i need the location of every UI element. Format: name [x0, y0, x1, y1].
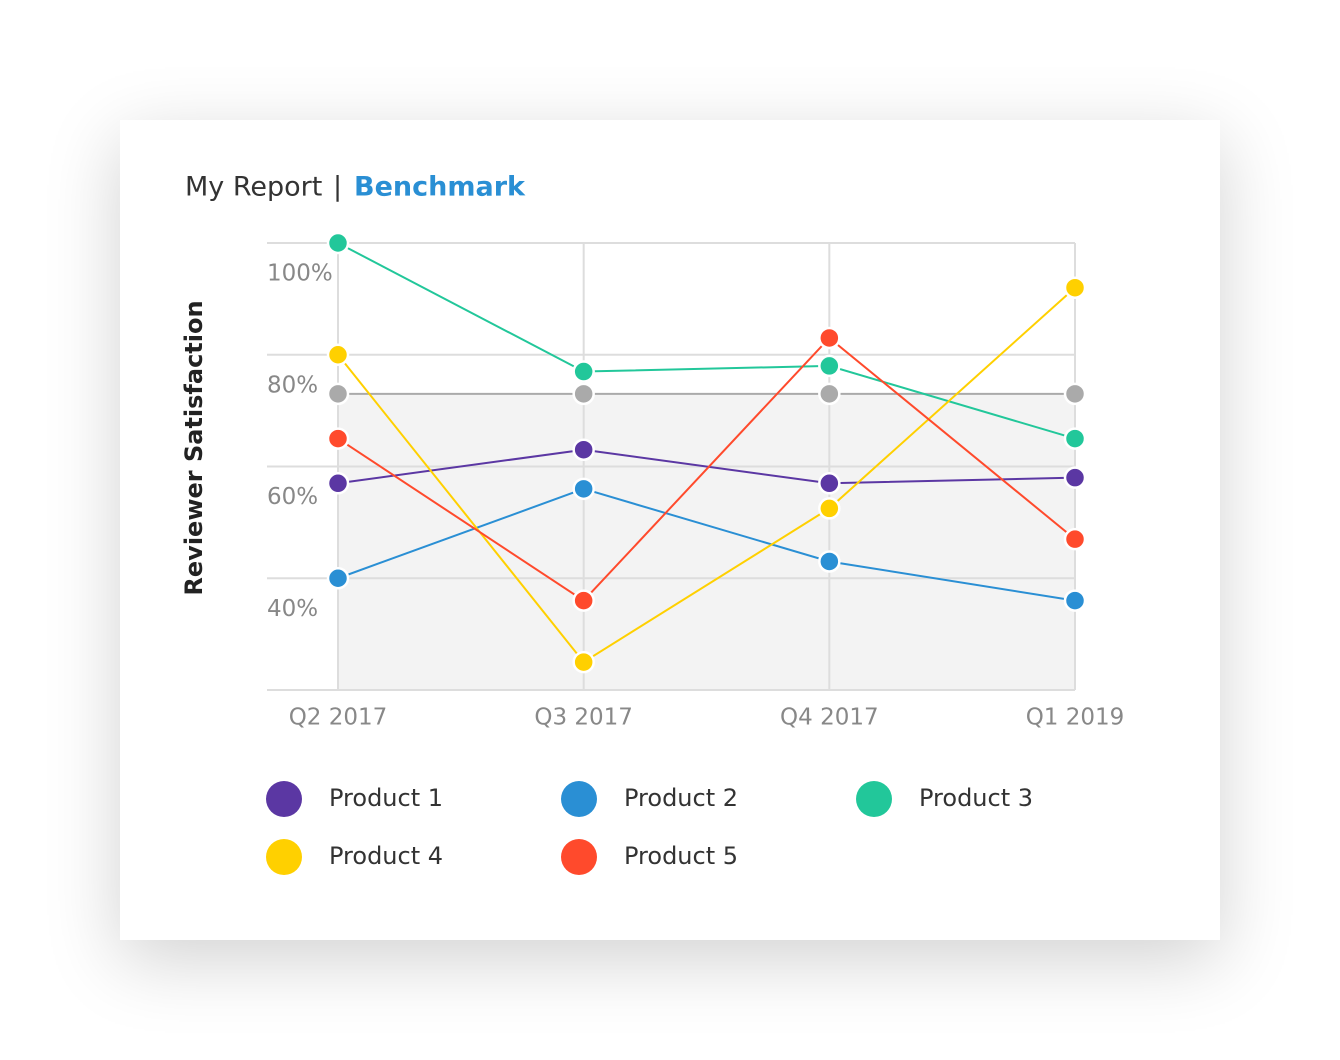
benchmark-point — [572, 382, 595, 406]
legend-marker — [856, 781, 892, 817]
series-point — [572, 360, 595, 383]
chart-title: My Report — [185, 172, 322, 203]
legend-marker — [561, 839, 597, 875]
series-point — [818, 472, 841, 495]
benchmark-area — [338, 393, 1075, 690]
series-line — [337, 487, 1076, 602]
series-point — [326, 427, 350, 450]
legend-marker — [561, 781, 597, 817]
y-tick-label: 60% — [267, 484, 318, 510]
series-point — [326, 343, 350, 366]
legend-label: Product 5 — [624, 842, 738, 870]
series-point — [326, 567, 350, 590]
series-line — [337, 286, 1076, 664]
y-tick-label: 80% — [267, 372, 318, 398]
x-tick-label: Q3 2017 — [534, 705, 633, 731]
series-point — [572, 477, 595, 501]
series-point — [818, 326, 841, 350]
series-point — [1063, 589, 1087, 612]
series-line — [337, 336, 1076, 602]
benchmark-point — [326, 382, 350, 406]
y-tick-label: 100% — [267, 261, 333, 287]
series-point — [1063, 466, 1087, 489]
series-point — [326, 231, 350, 255]
x-tick-label: Q1 2019 — [1026, 705, 1125, 731]
chart-subtitle: Benchmark — [354, 172, 526, 203]
x-tick-label: Q4 2017 — [780, 705, 879, 731]
series-point — [818, 550, 841, 573]
series-point — [326, 472, 350, 495]
y-axis-label: Reviewer Satisfaction — [180, 300, 208, 595]
legend-label: Product 1 — [329, 784, 443, 812]
x-tick-label: Q2 2017 — [289, 705, 388, 731]
series-point — [572, 438, 595, 461]
series-line — [337, 448, 1076, 485]
series-point — [818, 354, 841, 378]
legend-label: Product 2 — [624, 784, 738, 812]
series-line — [337, 242, 1076, 440]
benchmark-point — [1063, 382, 1087, 406]
series-point — [1063, 276, 1087, 299]
benchmark-point — [818, 382, 841, 406]
legend-marker — [266, 781, 302, 817]
series-point — [1063, 527, 1087, 551]
series-point — [1063, 427, 1087, 450]
y-tick-label: 40% — [267, 596, 318, 622]
title-separator: | — [333, 172, 342, 203]
series-point — [572, 650, 595, 674]
series-point — [572, 589, 595, 612]
legend-label: Product 3 — [919, 784, 1033, 812]
series-point — [818, 497, 841, 520]
legend-label: Product 4 — [329, 842, 443, 870]
legend-marker — [266, 839, 302, 875]
